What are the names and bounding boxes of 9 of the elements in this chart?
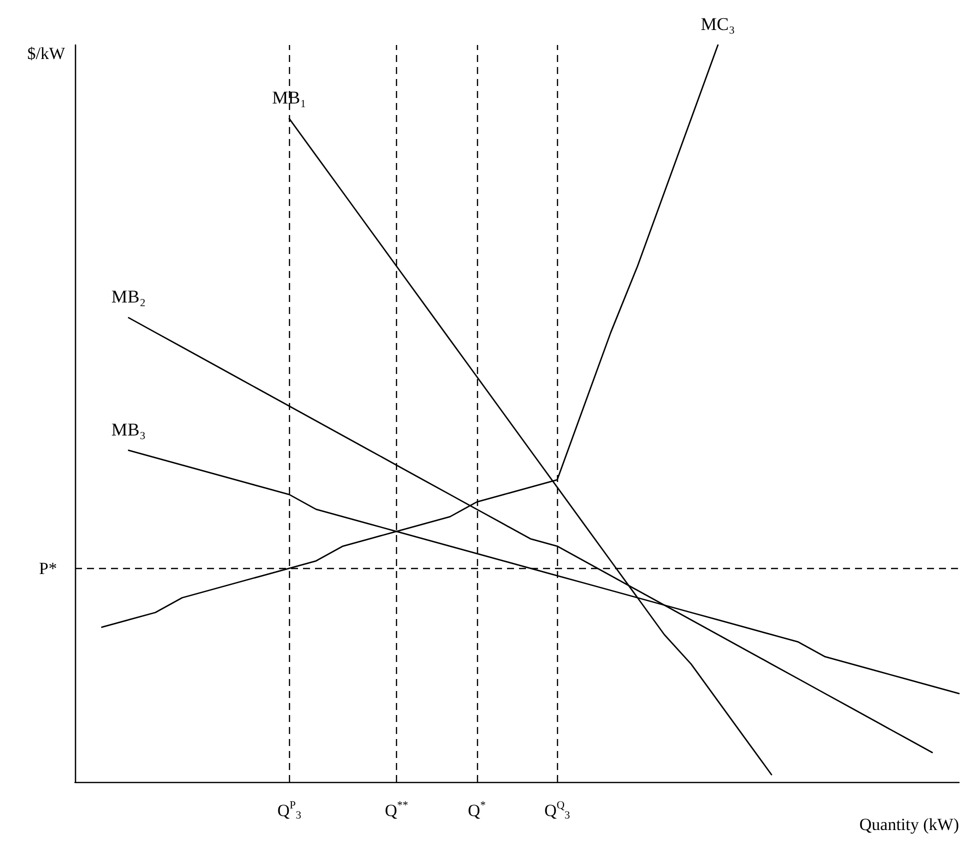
x-tick-label: Q** — [384, 800, 408, 820]
series-label: MC₃ — [700, 14, 736, 34]
series-label: MB₃ — [111, 419, 146, 440]
x-tick-label: Q* — [468, 800, 486, 820]
x-axis-title: Quantity (kW) — [859, 815, 959, 834]
series-label: MB₁ — [272, 88, 306, 108]
y-axis-title: $/kW — [27, 44, 66, 63]
ref-line-label: P* — [39, 558, 57, 578]
series-label: MB₂ — [111, 286, 146, 307]
